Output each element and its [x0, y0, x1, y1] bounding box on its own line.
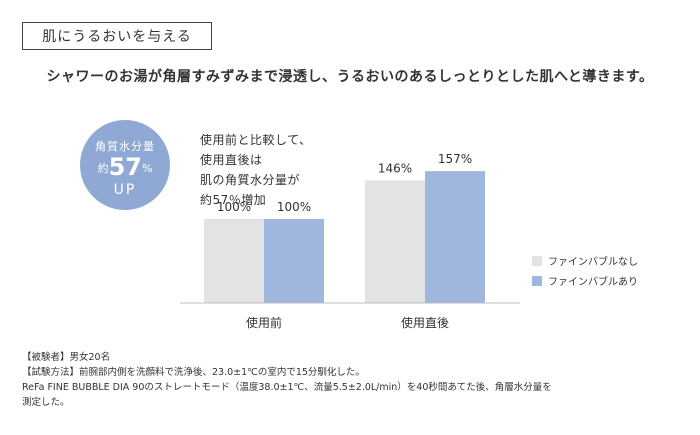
- comparison-line: 使用直後は: [200, 153, 263, 167]
- note-line: 測定した。: [22, 397, 70, 408]
- section-title: 肌にうるおいを与える: [22, 22, 212, 50]
- legend-swatch-with: [532, 275, 542, 286]
- badge-value-line: 約57%: [80, 153, 170, 181]
- bar-chart: 100% 100% 使用前 146% 157% 使用直後: [180, 152, 520, 330]
- category-label: 使用前: [246, 315, 282, 330]
- bar-without-0: [204, 219, 264, 303]
- legend-label-without: ファインバブルなし: [548, 257, 638, 268]
- legend-swatch-without: [532, 255, 542, 266]
- note-line: ReFa FINE BUBBLE DIA 90のストレートモード（温度38.0±…: [22, 382, 552, 393]
- note-line: 【被験者】男女20名: [22, 352, 111, 363]
- badge-unit: %: [141, 162, 153, 175]
- bar-without-1: [365, 180, 425, 303]
- bar-with-0: [264, 219, 324, 303]
- legend-label-with: ファインバブルあり: [548, 277, 638, 288]
- comparison-line: 約57％増加: [200, 193, 267, 207]
- data-label: 100%: [277, 200, 311, 214]
- comparison-line: 肌の角質水分量が: [200, 173, 301, 187]
- legend-item-without: ファインバブルなし: [532, 253, 638, 268]
- bar-with-1: [425, 171, 485, 303]
- badge-up: UP: [113, 182, 137, 198]
- comparison-line: 使用前と比較して、: [200, 133, 312, 147]
- moisture-badge: 角質水分量 約57% UP: [80, 120, 170, 210]
- test-notes: 【被験者】男女20名 【試験方法】前腕部内側を洗顔料で洗浄後、23.0±1℃の室…: [22, 350, 552, 410]
- data-label: 146%: [378, 161, 412, 175]
- data-label: 157%: [438, 152, 472, 166]
- headline: シャワーのお湯が角層すみずみまで浸透し、うるおいのあるしっとりとした肌へと導きま…: [46, 69, 654, 85]
- legend-item-with: ファインバブルあり: [532, 273, 638, 288]
- badge-label: 角質水分量: [95, 140, 155, 153]
- badge-value: 57: [108, 153, 142, 181]
- note-line: 【試験方法】前腕部内側を洗顔料で洗浄後、23.0±1℃の室内で15分馴化した。: [22, 367, 365, 378]
- category-label: 使用直後: [401, 315, 449, 330]
- data-label: 100%: [217, 200, 251, 214]
- comparison-text: 使用前と比較して、 使用直後は 肌の角質水分量が 約57％増加: [200, 130, 312, 210]
- badge-prefix: 約: [97, 162, 109, 175]
